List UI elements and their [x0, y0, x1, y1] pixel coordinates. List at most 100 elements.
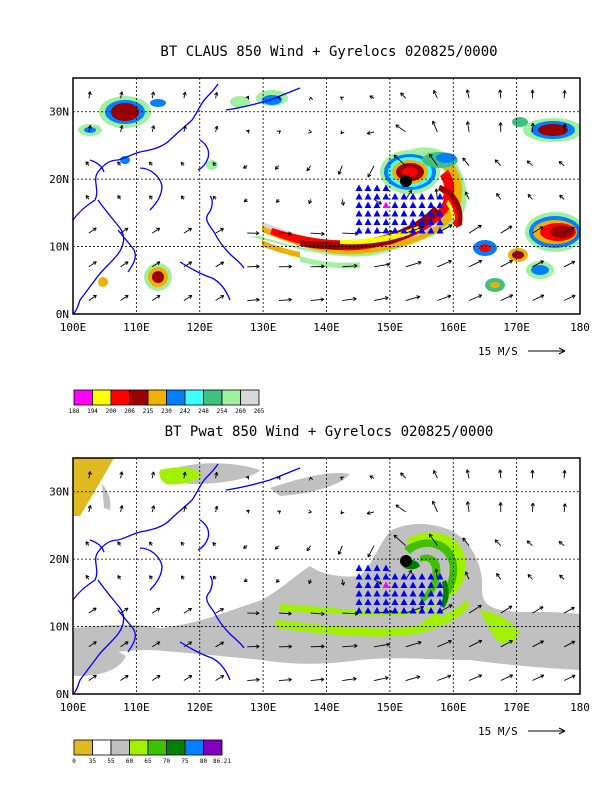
wind-vector [498, 469, 503, 479]
gyre-marker [355, 573, 363, 580]
wind-vector [149, 195, 153, 200]
wind-vector [340, 510, 345, 515]
gyre-marker [409, 193, 417, 200]
wind-vector [563, 640, 576, 648]
colorbar-label: 254 [217, 408, 228, 415]
wind-vector [182, 505, 187, 513]
wind-vector [215, 228, 224, 234]
gyre-marker [436, 201, 444, 208]
gyre-marker [373, 193, 381, 200]
wind-vector [500, 260, 513, 268]
colorbar-swatch [110, 739, 130, 756]
gyre-marker [427, 581, 435, 588]
wind-vector [532, 226, 544, 234]
wind-vector [468, 259, 483, 268]
wind-vector [526, 160, 533, 166]
panel1-axes: 100E 110E 120E 130E 140E 150E 160E 170E 180 0N 10N… [49, 106, 590, 334]
grid-lines [73, 78, 580, 314]
gyre-marker [355, 193, 363, 200]
gyre-marker [355, 590, 363, 597]
gyre-marker [409, 581, 417, 588]
wind-vector [278, 611, 292, 616]
wind-vector [498, 122, 503, 132]
wind-vector [247, 264, 260, 269]
gyre-marker [364, 193, 372, 200]
gyre-marker [355, 581, 363, 588]
gyre-marker [364, 590, 372, 597]
wind-vector [468, 639, 483, 648]
gyre-marker [418, 590, 426, 597]
gyre-marker [382, 590, 390, 597]
gyre-marker [391, 607, 399, 614]
lon-tick-label: 150E [377, 321, 404, 334]
gyre-marker [418, 218, 426, 225]
wind-vector [532, 674, 545, 681]
gyre-marker [355, 564, 363, 571]
wind-vector [496, 193, 502, 200]
wind-vector [120, 261, 129, 268]
wind-vector [243, 578, 248, 583]
wind-vector [373, 642, 391, 648]
wind-vector [468, 294, 483, 301]
gyre-marker [400, 227, 408, 234]
gyre-marker [436, 590, 444, 597]
wind-vector [120, 294, 129, 301]
lon-tick-label: 150E [377, 701, 404, 714]
coastlines [73, 83, 301, 314]
wind-vector [308, 476, 313, 481]
wind-vector [243, 198, 248, 203]
wind-vector [151, 674, 161, 681]
colorbar-swatch [129, 389, 149, 406]
lon-tick-label: 100E [60, 701, 87, 714]
gyre-marker [364, 607, 372, 614]
lon-tick-label: 130E [250, 701, 277, 714]
wind-vector [340, 579, 345, 586]
wind-vector [278, 677, 292, 682]
gyre-marker [400, 210, 408, 217]
wind-vector [88, 641, 97, 648]
pwat-colorbar: 0 35 55 60 65 70 75 80 86.21 [72, 739, 231, 765]
wind-vector [214, 91, 219, 99]
wind-vector [274, 165, 280, 170]
wind-vector [247, 611, 260, 616]
wind-vector [119, 505, 124, 513]
gyre-marker [355, 598, 363, 605]
lat-tick-label: 10N [49, 241, 69, 254]
colorbar-label: 194 [87, 408, 98, 415]
wind-vector [180, 575, 185, 580]
wind-vector [433, 470, 438, 479]
wind-vector [405, 640, 422, 648]
wind-vector [437, 639, 452, 648]
wind-vector [308, 96, 313, 101]
wind-vector [150, 91, 156, 99]
wind-vector [526, 540, 533, 546]
wind-vector [148, 541, 153, 546]
wind-vector [214, 505, 219, 513]
gyre-center-marker [382, 201, 390, 208]
gyre-marker [364, 184, 372, 191]
wind-vector [215, 295, 225, 301]
gyre-marker [373, 218, 381, 225]
wind-vector [340, 130, 345, 135]
gyre-marker [436, 227, 444, 234]
wind-vector [245, 509, 250, 514]
wind-vector [373, 578, 382, 585]
wind-vector [117, 195, 122, 200]
gyre-marker [436, 607, 444, 614]
wind-vector [119, 471, 124, 479]
colorbar-swatch [203, 739, 223, 756]
wind-vector [151, 261, 161, 268]
gyre-marker [409, 227, 417, 234]
wind-vector [214, 471, 219, 479]
colorbar-swatch [110, 389, 130, 406]
gyre-marker [373, 201, 381, 208]
wind-vector [87, 505, 92, 513]
wind-vector [395, 504, 406, 513]
gyre-marker [382, 607, 390, 614]
wind-vector [373, 262, 391, 268]
wind-vector [277, 510, 282, 515]
gyre-locations-2 [355, 564, 444, 614]
wind-vector [562, 123, 567, 132]
colorbar-swatch [73, 389, 93, 406]
gyre-marker [364, 218, 372, 225]
